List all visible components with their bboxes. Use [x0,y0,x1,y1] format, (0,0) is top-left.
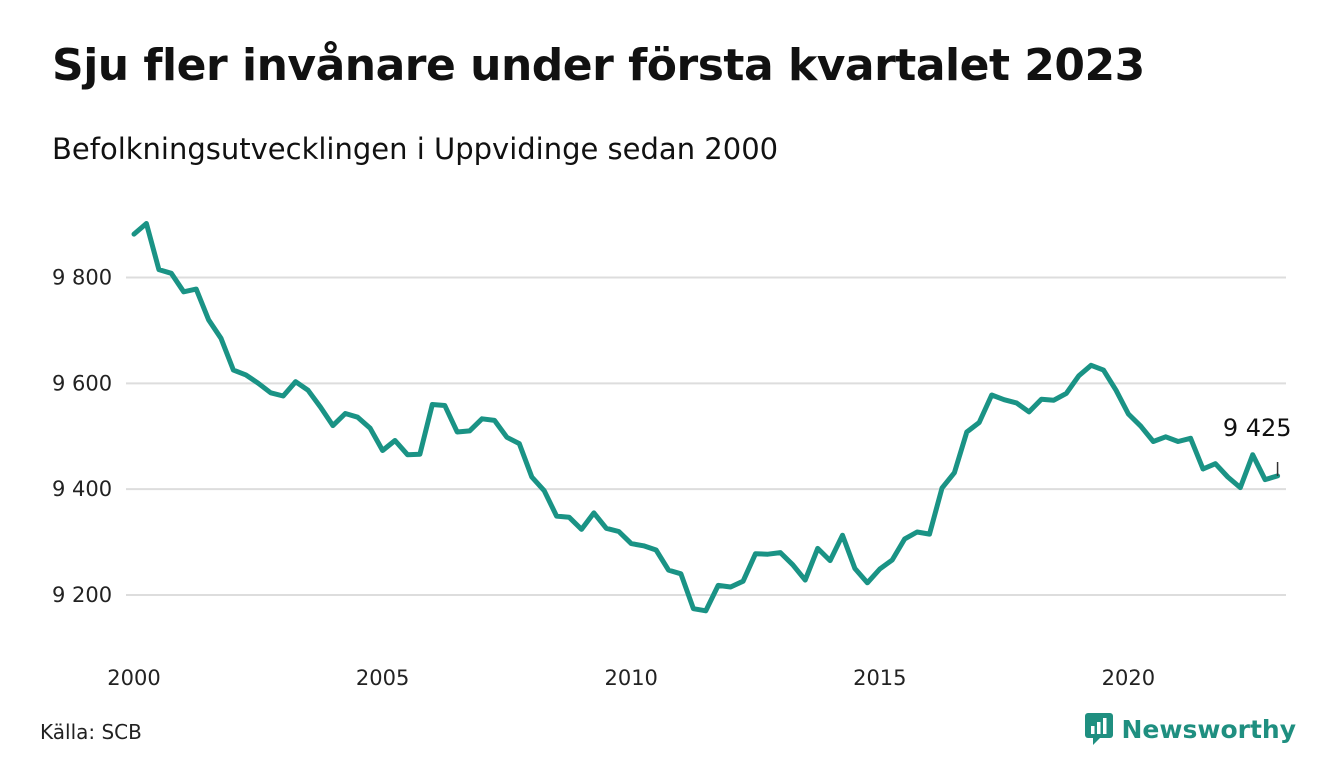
population-series-line [131,221,1281,614]
brand-logo: Newsworthy [1084,712,1297,746]
x-tick-label: 2020 [1102,666,1155,690]
x-tick-label: 2000 [107,666,160,690]
line-chart: 9 200 9 400 9 600 9 800 2000 2005 2010 2015 202… [52,221,1292,690]
x-tick-label: 2010 [604,666,657,690]
source-note: Källa: SCB [40,720,142,744]
y-axis-tick-labels: 9 200 9 400 9 600 9 800 [52,265,112,606]
chart-subtitle: Befolkningsutvecklingen i Uppvidinge sed… [52,132,779,166]
x-tick-label: 2005 [356,666,409,690]
y-tick-label: 9 400 [52,477,112,501]
brand-name: Newsworthy [1121,714,1297,744]
annotation-layer: 9 425 [1223,414,1292,476]
y-tick-label: 9 800 [52,265,112,289]
series-layer [131,221,1281,614]
grid-lines [126,276,1286,596]
newsworthy-logo-icon [1084,713,1113,745]
chart-title: Sju fler invånare under första kvartalet… [52,40,1145,91]
end-value-label: 9 425 [1223,414,1292,442]
y-tick-label: 9 600 [52,371,112,395]
y-tick-label: 9 200 [52,583,112,607]
x-tick-label: 2015 [853,666,906,690]
x-axis-tick-labels: 2000 2005 2010 2015 2020 [107,666,1155,690]
